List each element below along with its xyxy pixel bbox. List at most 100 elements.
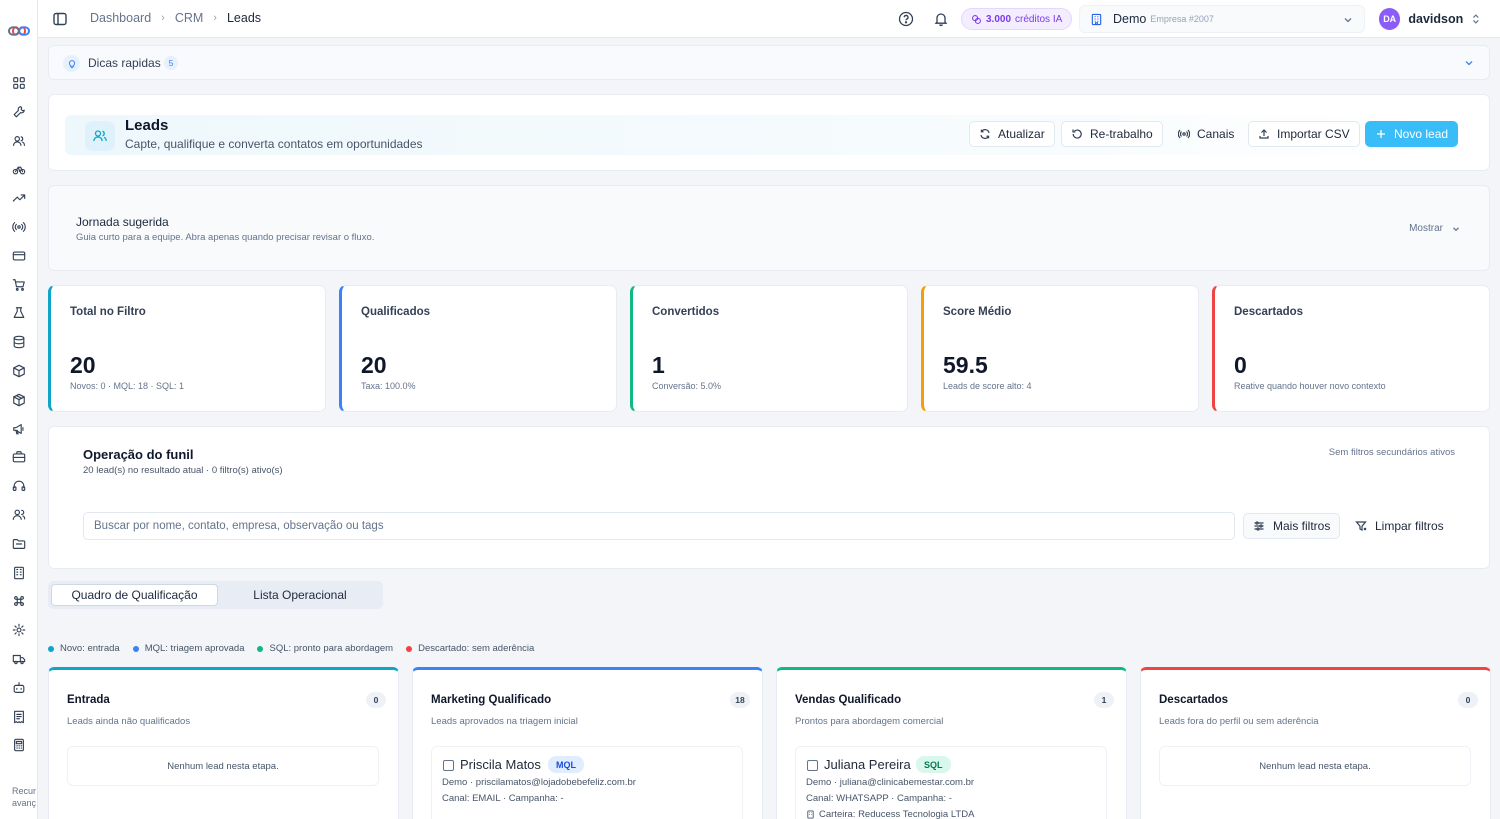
sidebar-toggle-icon[interactable] (52, 11, 68, 27)
breadcrumb-crm[interactable]: CRM (174, 11, 204, 25)
lead-contact: Demo · priscilamatos@lojadobebefeliz.com… (442, 777, 636, 788)
column-title: Entrada (67, 694, 110, 706)
stat-qualified: Qualificados 20 Taxa: 100.0% (339, 285, 617, 412)
building-icon[interactable] (10, 564, 28, 582)
refresh-button[interactable]: Atualizar (969, 121, 1055, 147)
stat-avg-score: Score Médio 59.5 Leads de score alto: 4 (921, 285, 1199, 412)
legend-dot (48, 645, 54, 652)
import-csv-button[interactable]: Importar CSV (1248, 121, 1360, 147)
journey-subtitle: Guia curto para a equipe. Abra apenas qu… (76, 232, 375, 243)
journey-title: Jornada sugerida (76, 215, 169, 229)
building-icon (1091, 13, 1102, 25)
megaphone-icon[interactable] (10, 420, 28, 438)
sidebar: Recur avanç (0, 0, 38, 819)
chevron-right-icon: › (213, 12, 217, 24)
funnel-operation-panel: Operação do funil 20 lead(s) no resultad… (48, 426, 1490, 569)
truck-icon[interactable] (10, 650, 28, 668)
column-count-badge: 0 (1458, 692, 1478, 708)
command-icon[interactable] (10, 592, 28, 610)
channels-button[interactable]: Canais (1168, 121, 1244, 147)
grid-icon[interactable] (10, 74, 28, 92)
secondary-filters-note: Sem filtros secundários ativos (1328, 447, 1455, 458)
lead-card[interactable]: Juliana Pereira SQL Demo · juliana@clinica… (795, 746, 1107, 819)
box-icon[interactable] (10, 362, 28, 380)
legend-item: MQL: triagem aprovada (132, 643, 244, 654)
undo-icon (1072, 129, 1082, 139)
stat-value: 20 (361, 352, 387, 378)
tab-operational-list[interactable]: Lista Operacional (253, 588, 347, 602)
avatar: DA (1379, 8, 1401, 30)
stat-discarded: Descartados 0 Reative quando houver novo c… (1212, 285, 1490, 412)
lead-checkbox[interactable] (443, 760, 454, 771)
quick-tips-label: Dicas rapidas (88, 56, 161, 70)
journey-toggle-button[interactable]: Mostrar (1409, 223, 1461, 234)
sidebar-footer-text[interactable]: Recur avanç (12, 786, 37, 808)
users-icon[interactable] (10, 132, 28, 150)
bot-icon[interactable] (10, 679, 28, 697)
upload-icon (1259, 129, 1269, 139)
empty-column-message: Nenhum lead nesta etapa. (1159, 746, 1471, 786)
new-lead-button[interactable]: Novo lead (1365, 121, 1459, 147)
stat-total-filter: Total no Filtro 20 Novos: 0 · MQL: 18 · SQ… (48, 285, 326, 412)
column-subtitle: Leads aprovados na triagem inicial (431, 716, 578, 727)
legend-dot (257, 645, 264, 652)
building-icon (807, 810, 814, 819)
filter-off-icon (1355, 521, 1367, 531)
stat-value: 0 (1234, 352, 1247, 378)
column-mql: Marketing Qualificado 18 Leads aprovados n… (412, 667, 763, 819)
stage-legend: Novo: entrada MQL: triagem aprovada SQL: p… (48, 643, 534, 654)
more-filters-button[interactable]: Mais filtros (1243, 513, 1341, 539)
database-icon[interactable] (10, 333, 28, 351)
breadcrumb-dashboard[interactable]: Dashboard (90, 11, 152, 25)
user-menu[interactable]: DA davidson (1377, 5, 1481, 33)
search-input[interactable] (83, 512, 1235, 540)
page-header-banner: Leads Capte, qualifique e converta conta… (65, 115, 1471, 155)
logo-icon[interactable] (6, 22, 32, 40)
lead-channel: Canal: WHATSAPP · Campanha: - (806, 793, 952, 804)
lead-checkbox[interactable] (807, 760, 818, 771)
plus-icon (1377, 130, 1385, 138)
folder-icon[interactable] (10, 535, 28, 553)
stat-label: Descartados (1234, 306, 1304, 318)
lead-name: Priscila Matos (460, 757, 541, 772)
radio-icon[interactable] (10, 218, 28, 236)
ai-credits-badge[interactable]: 3.000 créditos IA (961, 8, 1073, 30)
breadcrumb: Dashboard › CRM › Leads (90, 11, 261, 25)
legend-dot (406, 645, 413, 652)
rework-button[interactable]: Re-trabalho (1061, 121, 1163, 147)
bike-icon[interactable] (10, 160, 28, 178)
team-icon[interactable] (10, 506, 28, 524)
settings-icon[interactable] (10, 621, 28, 639)
trending-icon[interactable] (10, 189, 28, 207)
quick-tips-bar[interactable]: Dicas rapidas 5 (48, 45, 1490, 80)
org-selector[interactable]: Demo Empresa #2007 (1079, 5, 1365, 33)
breadcrumb-current: Leads (226, 11, 262, 25)
briefcase-icon[interactable] (10, 448, 28, 466)
stat-subtext: Novos: 0 · MQL: 18 · SQL: 1 (70, 381, 185, 391)
user-name: davidson (1408, 12, 1464, 26)
package-icon[interactable] (10, 391, 28, 409)
page-subtitle: Capte, qualifique e converta contatos em… (125, 137, 423, 151)
bell-icon[interactable] (933, 11, 949, 27)
chevron-down-icon (1344, 18, 1352, 23)
lead-portfolio: Carteira: Reducess Tecnologia LTDA (806, 809, 974, 819)
tab-qualification-board[interactable]: Quadro de Qualificação (51, 584, 218, 606)
calculator-icon[interactable] (10, 736, 28, 754)
clear-filters-button[interactable]: Limpar filtros (1346, 513, 1453, 539)
wrench-icon[interactable] (10, 103, 28, 121)
chevron-down-icon[interactable] (1463, 57, 1475, 69)
stat-subtext: Conversão: 5.0% (652, 381, 722, 391)
lab-icon[interactable] (10, 304, 28, 322)
card-icon[interactable] (10, 247, 28, 265)
credits-label: créditos IA (1015, 13, 1063, 25)
funnel-title: Operação do funil (83, 447, 194, 462)
lead-stage-badge: SQL (916, 756, 951, 773)
headset-icon[interactable] (10, 477, 28, 495)
lead-card[interactable]: Priscila Matos MQL Demo · priscilamatos@lo… (431, 746, 743, 819)
stat-value: 59.5 (943, 352, 988, 378)
lead-contact: Demo · juliana@clinicabemestar.com.br (806, 777, 975, 788)
receipt-icon[interactable] (10, 708, 28, 726)
cart-icon[interactable] (10, 276, 28, 294)
help-icon[interactable] (898, 11, 914, 27)
column-title: Descartados (1159, 694, 1229, 706)
